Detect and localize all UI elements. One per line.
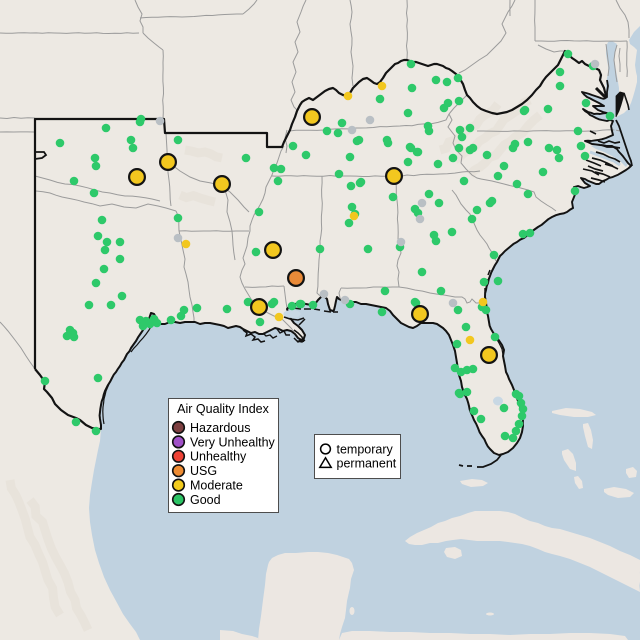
svg-text:Good: Good [190, 493, 221, 507]
svg-text:Air Quality Index: Air Quality Index [177, 402, 269, 416]
svg-text:USG: USG [190, 464, 217, 478]
svg-text:Hazardous: Hazardous [190, 421, 250, 435]
svg-text:permanent: permanent [337, 457, 397, 471]
svg-text:temporary: temporary [337, 443, 394, 457]
svg-text:Very Unhealthy: Very Unhealthy [190, 435, 276, 449]
svg-text:Unhealthy: Unhealthy [190, 450, 247, 464]
svg-text:Moderate: Moderate [190, 479, 243, 493]
